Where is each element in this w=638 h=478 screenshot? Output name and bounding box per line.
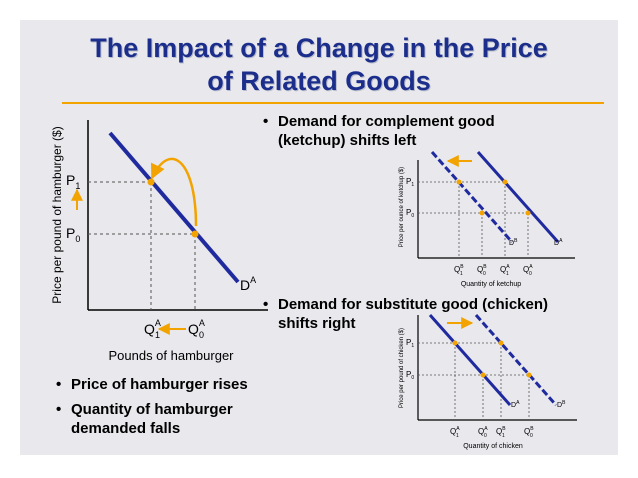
main-q1-label: QA 1 — [144, 318, 161, 340]
bullet-substitute-line-2: shifts right — [278, 315, 356, 332]
chicken-x-axis-label: Quantity of chicken — [463, 443, 523, 450]
main-y-axis-label: Price per pound of hamburger ($) — [50, 126, 64, 303]
bullet-substitute: • Demand for substitute good (chicken) s… — [263, 296, 549, 332]
ketchup-point-1 — [456, 179, 462, 185]
ketchup-point-4 — [525, 210, 531, 216]
main-demand-curve — [108, 131, 240, 284]
chicken-point-2 — [480, 372, 486, 378]
hamburger-demand-chart: P1 P0 QA 1 QA 0 DA Pounds of hamburger Pri… — [50, 120, 268, 363]
ketchup-demand-a-label: DA — [554, 238, 563, 247]
ketchup-p1-label: P1 — [406, 177, 414, 188]
chicken-p1-label: P1 — [406, 338, 414, 349]
slide-title: The Impact of a Change in the Price of R… — [20, 32, 618, 98]
chicken-p0-label: P0 — [406, 370, 414, 381]
bullet-price-rises-text: Price of hamburger rises — [71, 376, 248, 393]
bullet-quantity-falls-line-2: demanded falls — [71, 420, 181, 437]
chicken-y-axis-label: Price per pound of chicken ($) — [399, 328, 405, 408]
title-line-1: The Impact of a Change in the Price — [90, 33, 548, 63]
main-point-p1 — [147, 178, 155, 186]
main-demand-label: DA — [240, 275, 256, 293]
ketchup-tick-q1b: QB 1 — [454, 264, 464, 277]
title-underline — [62, 102, 604, 104]
ketchup-demand-chart: P1 P0 QB 1 QB 0 QA 1 QA 0 DB DA Quantity of … — [399, 151, 575, 288]
ketchup-point-3 — [502, 179, 508, 185]
ketchup-y-axis-label: Price per ounce of ketchup ($) — [399, 167, 405, 247]
bullet-complement-line-1: Demand for complement good — [278, 113, 495, 130]
main-p0-label: P0 — [66, 225, 80, 244]
title-line-2: of Related Goods — [207, 66, 431, 96]
chicken-demand-a — [428, 314, 512, 406]
chicken-tick-q1b: QB 1 — [496, 426, 506, 439]
ketchup-tick-q0a: QA 0 — [523, 264, 533, 277]
chicken-tick-q0b: QB 0 — [524, 426, 534, 439]
slide: The Impact of a Change in the Price of R… — [20, 20, 618, 455]
chicken-demand-a-label: DA — [511, 400, 520, 409]
bullet-quantity-falls: • Quantity of hamburger demanded falls — [56, 401, 233, 437]
ketchup-point-2 — [479, 210, 485, 216]
main-point-p0 — [191, 230, 199, 238]
chicken-demand-chart: P1 P0 QA 1 QA 0 QB 1 QB 0 DA DB Quantity of … — [399, 314, 577, 450]
ketchup-demand-b-label: DB — [509, 238, 518, 247]
bullet-substitute-line-1: Demand for substitute good (chicken) — [278, 296, 549, 313]
chicken-demand-b-label: DB — [557, 400, 566, 409]
bullet-complement: • Demand for complement good (ketchup) s… — [263, 113, 495, 149]
ketchup-demand-a — [476, 151, 560, 243]
bullet-complement-line-2: (ketchup) shifts left — [278, 132, 417, 149]
ketchup-p0-label: P0 — [406, 208, 414, 219]
chicken-point-4 — [526, 372, 532, 378]
bullet-price-rises: • Price of hamburger rises — [56, 376, 248, 393]
chicken-point-1 — [452, 340, 458, 346]
diagram-canvas: P1 P0 QA 1 QA 0 DA Pounds of hamburger Pri… — [50, 120, 577, 450]
movement-arc-arrow — [150, 157, 198, 227]
chicken-tick-q0a: QA 0 — [478, 426, 488, 439]
main-q0-label: QA 0 — [188, 318, 205, 340]
chicken-point-3 — [498, 340, 504, 346]
ketchup-tick-q1a: QA 1 — [500, 264, 510, 277]
main-p1-label: P1 — [66, 172, 80, 191]
ketchup-demand-b — [430, 151, 514, 243]
chicken-tick-q1a: QA 1 — [450, 426, 460, 439]
bullet-quantity-falls-line-1: Quantity of hamburger — [71, 401, 233, 418]
chicken-demand-b — [474, 314, 558, 406]
ketchup-tick-q0b: QB 0 — [477, 264, 487, 277]
main-x-axis-label: Pounds of hamburger — [108, 348, 234, 363]
ketchup-x-axis-label: Quantity of ketchup — [461, 281, 521, 288]
